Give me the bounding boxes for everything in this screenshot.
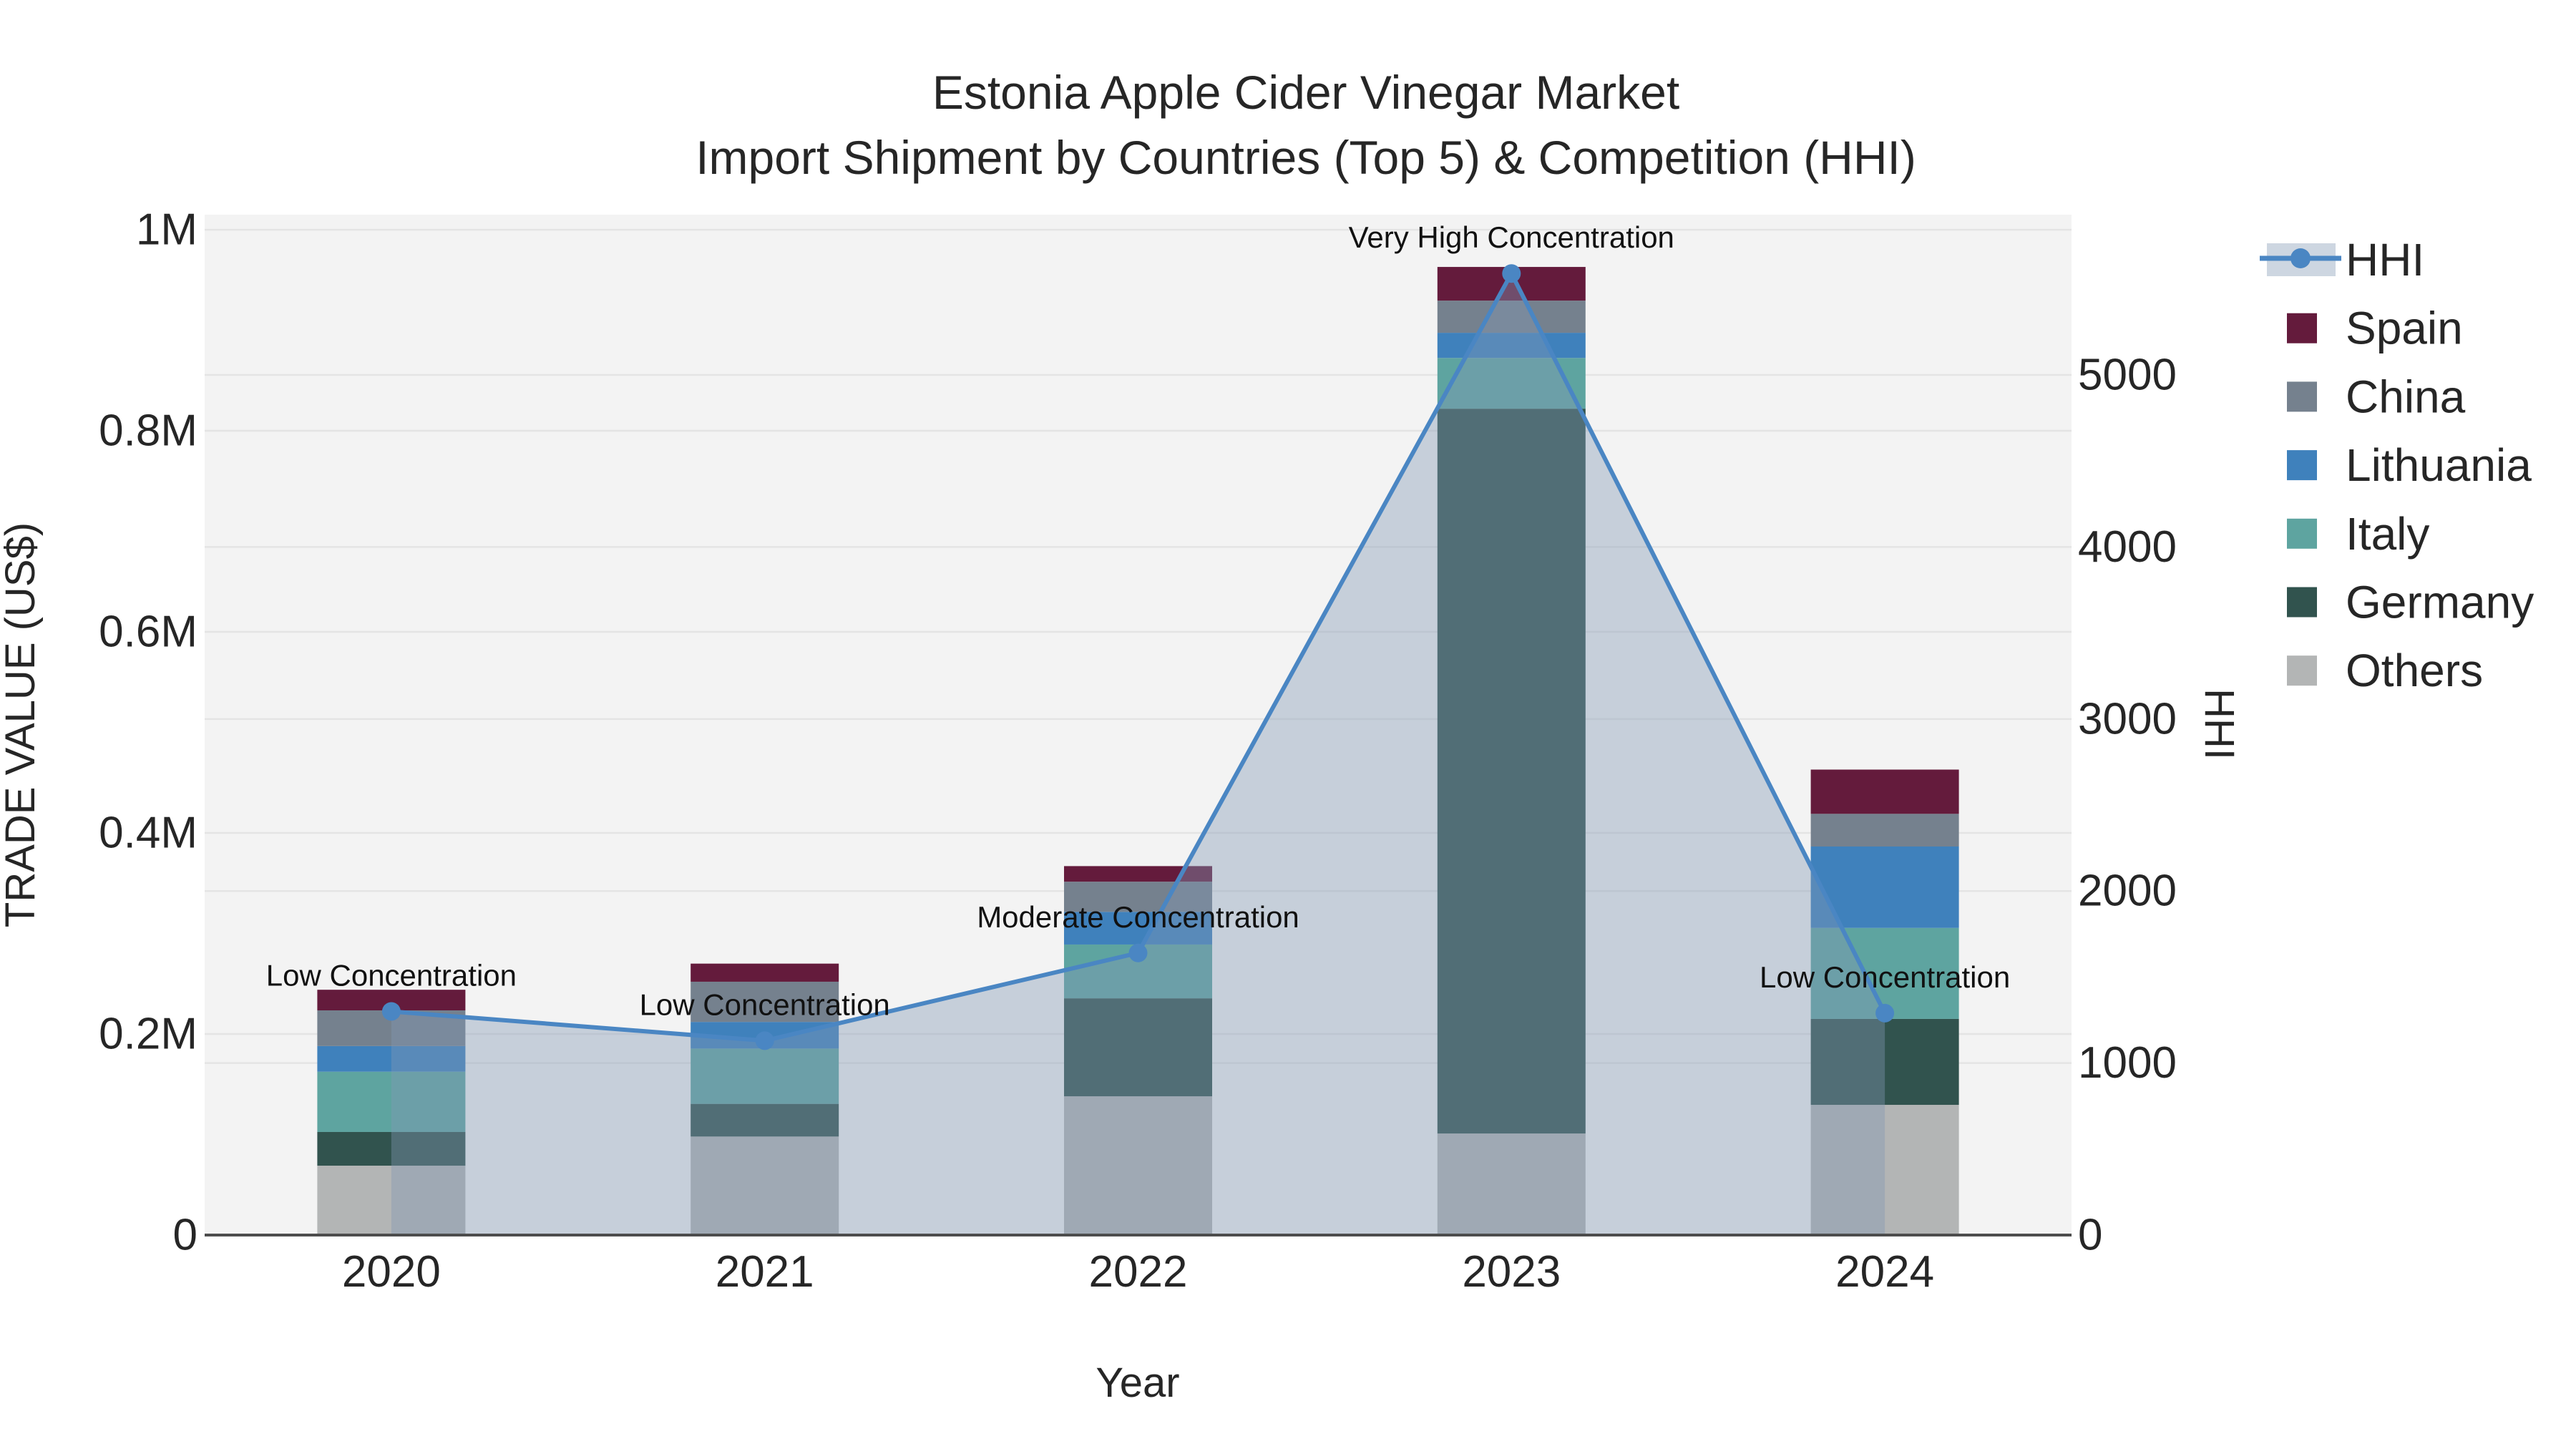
- hhi-marker-2020[interactable]: [381, 1002, 401, 1021]
- y-right-tick-2000: 2000: [2078, 867, 2177, 916]
- y-left-tick-1M: 1M: [136, 205, 197, 255]
- legend-item-germany[interactable]: Germany: [2287, 577, 2534, 628]
- x-tick-2021: 2021: [716, 1247, 814, 1297]
- bar-lithuania-2020[interactable]: [317, 1045, 466, 1072]
- bar-germany-2020[interactable]: [317, 1131, 466, 1166]
- hhi-marker-2023[interactable]: [1502, 264, 1521, 283]
- legend-item-italy[interactable]: Italy: [2287, 508, 2429, 560]
- legend-label-china: China: [2346, 371, 2466, 422]
- annotation-2021: Low Concentration: [640, 987, 890, 1021]
- bar-others-2021[interactable]: [691, 1136, 839, 1235]
- y-left-tick-0.6M: 0.6M: [99, 608, 197, 657]
- y-right-tick-5000: 5000: [2078, 351, 2177, 400]
- bar-italy-2024[interactable]: [1810, 927, 1959, 1019]
- legend-label-germany: Germany: [2346, 577, 2534, 628]
- y-axis-left-title: TRADE VALUE (US$): [0, 522, 44, 927]
- x-axis-ticks: 2020 2021 2022 2023 2024: [342, 1247, 1934, 1297]
- bar-china-2024[interactable]: [1810, 814, 1959, 847]
- legend-item-spain[interactable]: Spain: [2287, 303, 2463, 354]
- hhi-area-fill-shape: [391, 273, 1885, 1235]
- y-left-tick-0: 0: [173, 1211, 197, 1260]
- annotation-2020: Low Concentration: [266, 958, 517, 992]
- x-tick-2022: 2022: [1089, 1247, 1188, 1297]
- x-tick-2024: 2024: [1835, 1247, 1934, 1297]
- stacked-bars: [317, 267, 1959, 1235]
- bar-germany-2024[interactable]: [1810, 1018, 1959, 1106]
- legend-item-china[interactable]: China: [2287, 371, 2466, 422]
- legend-item-hhi[interactable]: HHI: [2260, 234, 2424, 286]
- annotation-2022: Moderate Concentration: [977, 900, 1299, 934]
- bar-china-2023[interactable]: [1437, 301, 1586, 333]
- bar-china-2022[interactable]: [1064, 882, 1212, 912]
- legend-label-others: Others: [2346, 645, 2483, 696]
- hhi-marker-2022[interactable]: [1128, 943, 1148, 962]
- y-left-tick-0.4M: 0.4M: [99, 809, 197, 858]
- y-axis-right-ticks: 0 1000 2000 3000 4000 5000: [2078, 351, 2177, 1260]
- bar-others-2024[interactable]: [1810, 1105, 1959, 1235]
- bar-italy-2020[interactable]: [317, 1071, 466, 1132]
- bar-others-2023[interactable]: [1437, 1133, 1586, 1235]
- chart-title-line1: Estonia Apple Cider Vinegar Market: [932, 66, 1679, 119]
- y-right-tick-0: 0: [2078, 1211, 2102, 1260]
- bar-germany-2022[interactable]: [1064, 998, 1212, 1097]
- bar-italy-2021[interactable]: [691, 1048, 839, 1104]
- y-axis-right-title: HHI: [2196, 688, 2243, 760]
- hhi-line: [381, 264, 1895, 1050]
- legend: HHI Spain China Lithuania Italy Germany Others: [2260, 234, 2534, 696]
- hhi-marker-2021[interactable]: [755, 1031, 774, 1050]
- y-left-tick-0.8M: 0.8M: [99, 406, 197, 456]
- x-tick-2020: 2020: [342, 1247, 441, 1297]
- y-left-tick-0.2M: 0.2M: [99, 1010, 197, 1059]
- legend-label-lithuania: Lithuania: [2346, 439, 2532, 491]
- legend-label-hhi: HHI: [2346, 234, 2424, 286]
- bar-lithuania-2023[interactable]: [1437, 333, 1586, 358]
- chart-title-line2: Import Shipment by Countries (Top 5) & C…: [696, 131, 1916, 184]
- annotation-2023: Very High Concentration: [1349, 220, 1674, 254]
- y-axis-left-ticks: 0 0.2M 0.4M 0.6M 0.8M 1M: [99, 205, 197, 1260]
- bar-others-2020[interactable]: [317, 1166, 466, 1235]
- legend-marker-swatch-hhi: [2290, 248, 2311, 268]
- y-right-tick-3000: 3000: [2078, 694, 2177, 743]
- x-axis-title: Year: [1096, 1360, 1179, 1406]
- bar-spain-2024[interactable]: [1810, 769, 1959, 814]
- legend-swatch-germany: [2287, 587, 2317, 618]
- legend-swatch-spain: [2287, 313, 2317, 343]
- annotations: Low Concentration Low Concentration Modera…: [266, 220, 2010, 1021]
- bar-spain-2021[interactable]: [691, 963, 839, 982]
- bar-others-2022[interactable]: [1064, 1096, 1212, 1235]
- x-tick-2023: 2023: [1462, 1247, 1561, 1297]
- legend-item-others[interactable]: Others: [2287, 645, 2483, 696]
- bar-germany-2021[interactable]: [691, 1103, 839, 1137]
- y-right-tick-1000: 1000: [2078, 1038, 2177, 1088]
- legend-item-lithuania[interactable]: Lithuania: [2287, 439, 2532, 491]
- bar-spain-2022[interactable]: [1064, 866, 1212, 882]
- hhi-area-fill: [391, 273, 1885, 1235]
- legend-swatch-italy: [2287, 518, 2317, 549]
- legend-label-spain: Spain: [2346, 303, 2463, 354]
- legend-swatch-china: [2287, 381, 2317, 412]
- legend-label-italy: Italy: [2346, 508, 2429, 560]
- legend-swatch-lithuania: [2287, 450, 2317, 481]
- bar-lithuania-2022[interactable]: [1064, 912, 1212, 945]
- y-right-tick-4000: 4000: [2078, 522, 2177, 572]
- bar-germany-2023[interactable]: [1437, 409, 1586, 1134]
- hhi-marker-2024[interactable]: [1875, 1003, 1895, 1023]
- bar-china-2021[interactable]: [691, 981, 839, 1023]
- annotation-2024: Low Concentration: [1760, 960, 2010, 994]
- legend-swatch-others: [2287, 655, 2317, 686]
